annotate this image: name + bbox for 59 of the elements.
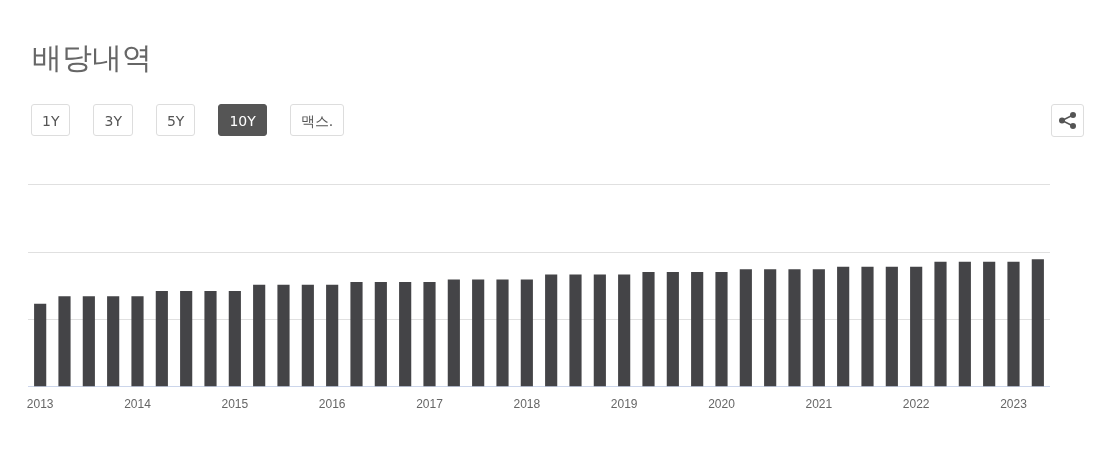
bar bbox=[1007, 261, 1020, 387]
bar bbox=[350, 282, 363, 387]
x-tick-label: 2017 bbox=[416, 397, 444, 412]
bar bbox=[374, 282, 387, 387]
bar bbox=[496, 279, 509, 387]
bar bbox=[812, 269, 825, 387]
bar bbox=[788, 269, 801, 387]
text: 3Y bbox=[93, 104, 133, 136]
bar bbox=[155, 291, 168, 387]
bar bbox=[326, 284, 339, 387]
bar bbox=[983, 261, 996, 387]
chart-title: 배당내역 bbox=[32, 39, 152, 77]
bar bbox=[569, 274, 582, 387]
bar bbox=[472, 279, 485, 387]
bar bbox=[910, 266, 923, 387]
bar bbox=[934, 261, 947, 387]
bar bbox=[228, 291, 241, 387]
bar bbox=[520, 279, 533, 387]
bar bbox=[691, 271, 704, 387]
bar bbox=[885, 266, 898, 387]
bar bbox=[545, 274, 558, 387]
x-tick-label: 2020 bbox=[708, 397, 736, 412]
bar bbox=[958, 261, 971, 387]
text: 5Y bbox=[155, 104, 196, 136]
bar bbox=[593, 274, 606, 387]
x-tick-label: 2021 bbox=[805, 397, 833, 412]
bar bbox=[837, 266, 850, 387]
bar bbox=[399, 282, 412, 387]
x-tick-label: 2019 bbox=[610, 397, 638, 412]
x-tick-label: 2013 bbox=[26, 397, 54, 412]
text: 맥스. bbox=[289, 104, 345, 136]
bar bbox=[131, 296, 144, 387]
text: 10Y bbox=[218, 104, 267, 136]
x-tick-label: 2018 bbox=[513, 397, 541, 412]
bar bbox=[58, 296, 71, 387]
x-tick-label: 2016 bbox=[318, 397, 346, 412]
bar bbox=[1031, 259, 1044, 387]
bar bbox=[764, 269, 777, 387]
bar bbox=[34, 303, 47, 387]
bar bbox=[253, 284, 266, 387]
bar bbox=[277, 284, 290, 387]
bar bbox=[739, 269, 752, 387]
bar bbox=[82, 296, 95, 387]
bar bbox=[666, 271, 679, 387]
bar bbox=[642, 271, 655, 387]
bar bbox=[715, 271, 728, 387]
x-tick-label: 2022 bbox=[902, 397, 930, 412]
bar bbox=[301, 284, 314, 387]
bar bbox=[204, 291, 217, 387]
text: 1Y bbox=[31, 104, 71, 136]
bar bbox=[861, 266, 874, 387]
bar bbox=[618, 274, 631, 387]
bar bbox=[180, 291, 193, 387]
x-tick-label: 2014 bbox=[124, 397, 152, 412]
x-tick-label: 2023 bbox=[1000, 397, 1028, 412]
bar bbox=[423, 282, 436, 387]
x-tick-label: 2015 bbox=[221, 397, 249, 412]
bar bbox=[107, 296, 120, 387]
bar bbox=[447, 279, 460, 387]
